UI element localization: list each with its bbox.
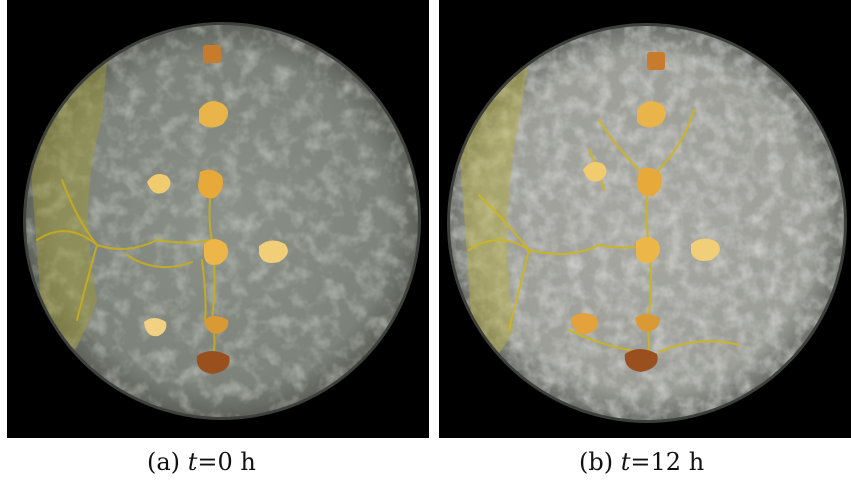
- petri-dish-photo-t0: [7, 0, 429, 438]
- petri-dish-t12-graphic: [439, 0, 851, 438]
- oat-flakes: [571, 52, 720, 372]
- caption-a: (a) t=0 h: [147, 448, 256, 476]
- oat-flakes: [144, 45, 288, 374]
- caption-a-variable: t: [187, 448, 198, 476]
- caption-b-label: (b): [579, 448, 614, 476]
- caption-b-equals: =: [630, 448, 651, 476]
- petri-dish-photo-t12: [439, 0, 851, 438]
- caption-b-variable: t: [620, 448, 631, 476]
- caption-b: (b) t=12 h: [579, 448, 704, 476]
- caption-b-unit: h: [688, 448, 705, 476]
- caption-a-unit: h: [240, 448, 256, 476]
- caption-a-label: (a): [147, 448, 181, 476]
- caption-a-value: 0: [217, 448, 233, 476]
- caption-a-equals: =: [197, 448, 218, 476]
- caption-b-value: 12: [650, 448, 682, 476]
- petri-dish-t0-graphic: [7, 0, 429, 438]
